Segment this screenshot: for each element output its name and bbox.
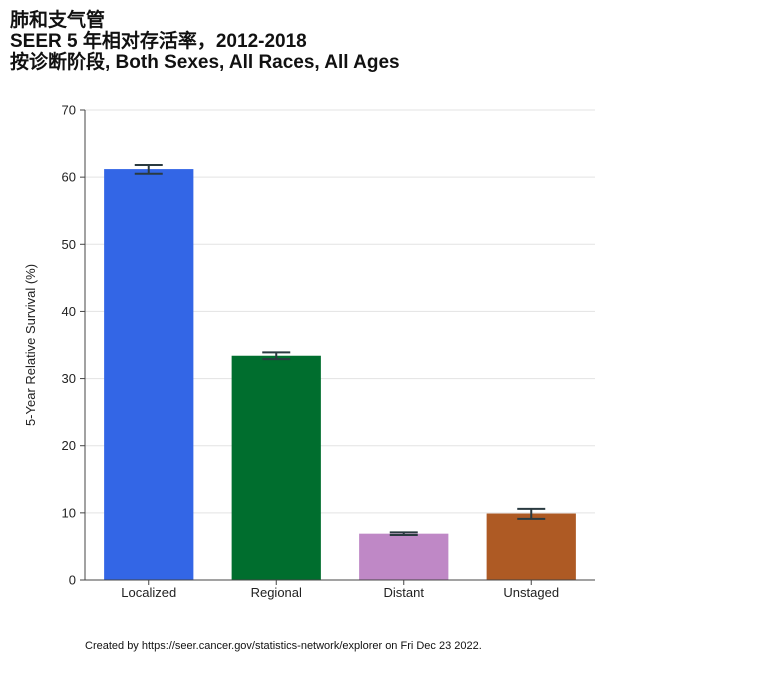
x-tick-label-distant: Distant (384, 585, 425, 600)
error-bar-regional (262, 351, 291, 361)
bar-localized (104, 169, 194, 581)
y-tick-label: 10 (62, 505, 76, 520)
bars (104, 169, 576, 581)
x-ticks: Localized Regional Distant Unstaged (121, 580, 559, 600)
y-tick-label: 20 (62, 438, 76, 453)
error-bar-distant (389, 531, 418, 537)
x-tick-label-localized: Localized (121, 585, 176, 600)
bar-regional (231, 355, 321, 580)
footer-credit: Created by https://seer.cancer.gov/stati… (85, 640, 482, 652)
bar-unstaged (486, 513, 576, 580)
error-bar-unstaged (517, 507, 546, 520)
y-tick-label: 30 (62, 371, 76, 386)
y-axis-label: 5-Year Relative Survival (%) (23, 264, 38, 426)
y-ticks: 0 10 20 30 40 50 60 70 (62, 103, 85, 588)
y-tick-label: 70 (62, 103, 76, 118)
x-tick-label-regional: Regional (251, 585, 302, 600)
axes (84, 110, 595, 581)
error-bars (134, 164, 546, 537)
bar-distant (359, 533, 449, 580)
x-tick-label-unstaged: Unstaged (503, 585, 559, 600)
title-line-3: 按诊断阶段, Both Sexes, All Races, All Ages (10, 52, 400, 73)
title-line-2: SEER 5 年相对存活率，2012-2018 (10, 31, 307, 52)
y-tick-label: 60 (62, 170, 76, 185)
y-tick-label: 40 (62, 304, 76, 319)
error-bar-localized (134, 164, 163, 175)
title-line-1: 肺和支气管 (10, 10, 106, 31)
chart-title: 肺和支气管 SEER 5 年相对存活率，2012-2018 按诊断阶段, Bot… (10, 10, 400, 73)
y-tick-label: 50 (62, 237, 76, 252)
y-tick-label: 0 (69, 573, 76, 588)
